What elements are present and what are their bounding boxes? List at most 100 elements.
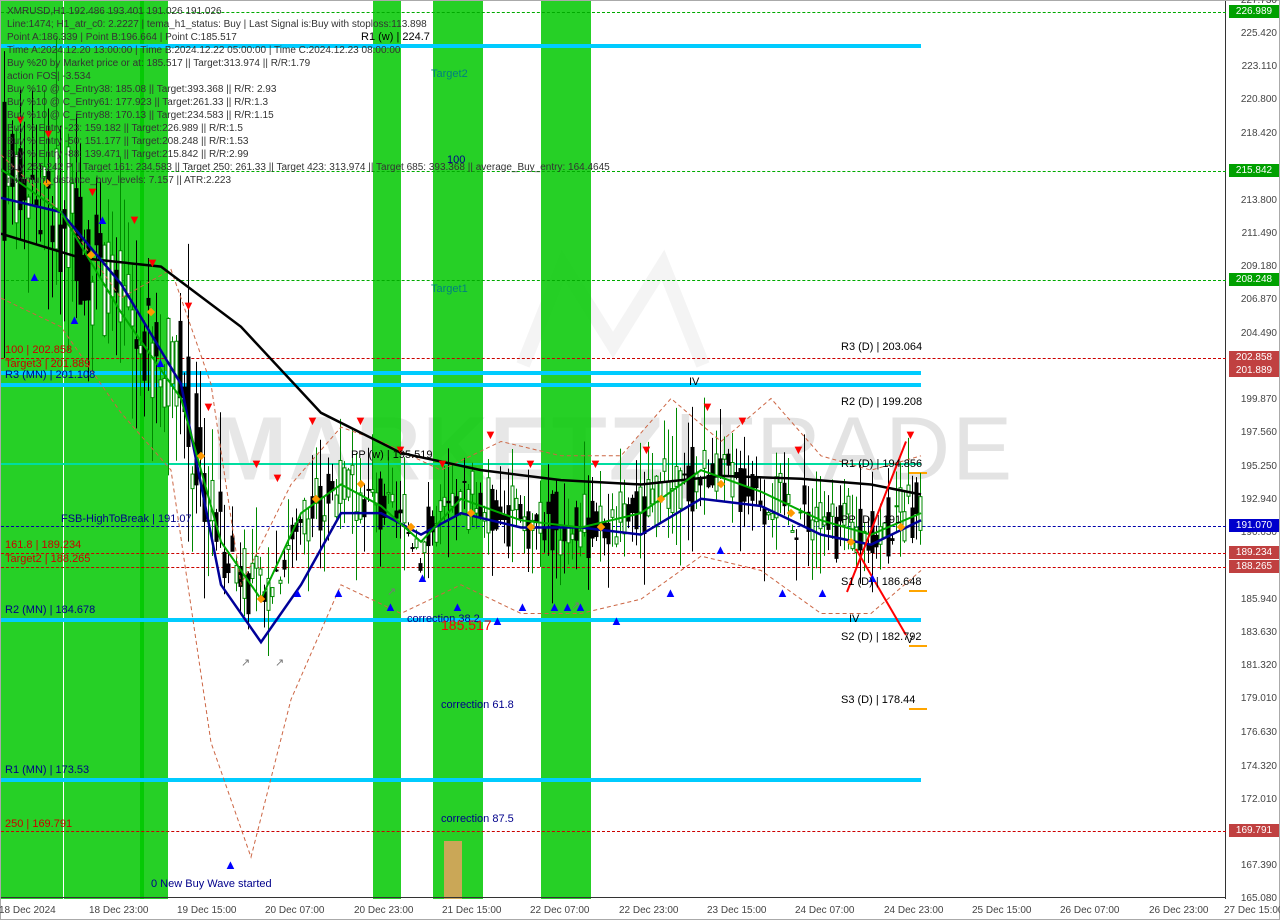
arrow-up-icon: ▲ — [664, 585, 677, 600]
chart-label: IV — [689, 376, 699, 388]
arrow-down-icon: ▼ — [306, 413, 319, 428]
watermark-vertical-bar: | — [674, 400, 699, 500]
y-tick: 211.490 — [1227, 228, 1277, 239]
info-row: Buy % Entry -88: 139.471 || Target:215.8… — [7, 148, 610, 161]
hline-red-dash — [1, 358, 1226, 359]
hline-darkblue — [1, 526, 1226, 527]
diamond-marker — [597, 523, 605, 531]
y-badge: 208.248 — [1229, 273, 1279, 286]
chart-label: Target2 | 188.265 — [5, 553, 90, 565]
chart-label: PP (w) | 195.519 — [351, 449, 433, 461]
y-axis: 227.730225.420223.110220.800218.420215.8… — [1224, 1, 1279, 899]
arrow-down-icon: ▼ — [484, 427, 497, 442]
x-axis: 18 Dec 2024 18 Dec 23:00 19 Dec 15:00 20 De… — [1, 897, 1226, 919]
y-tick: 165.080 — [1227, 893, 1277, 904]
diamond-marker — [407, 523, 415, 531]
chart-label: 161.8 | 189.234 — [5, 539, 81, 551]
y-badge: 226.989 — [1229, 5, 1279, 18]
x-tick: 22 Dec 07:00 — [530, 905, 590, 916]
chart-label: S3 (D) | 178.44 — [841, 694, 915, 706]
y-tick: 209.180 — [1227, 261, 1277, 272]
y-tick: 185.940 — [1227, 594, 1277, 605]
x-tick: 18 Dec 23:00 — [89, 905, 149, 916]
arrow-up-icon: ▲ — [28, 269, 41, 284]
y-tick: 223.110 — [1227, 61, 1277, 72]
y-tick: 167.390 — [1227, 860, 1277, 871]
y-tick: 174.320 — [1227, 761, 1277, 772]
arrow-down-icon: ▼ — [589, 456, 602, 471]
arrow-up-icon: ▲ — [68, 312, 81, 327]
hline-turq — [1, 463, 921, 465]
y-badge: 191.070 — [1229, 519, 1279, 532]
chart-label: R1 (MN) | 173.53 — [5, 764, 89, 776]
arrow-up-icon: ▲ — [610, 613, 623, 628]
y-tick: 176.630 — [1227, 727, 1277, 738]
watermark-text: MARKETZ|TRADE — [212, 399, 1014, 502]
mini-arrow-icon: ↗ — [387, 585, 396, 598]
mini-arrow-icon: ↗ — [275, 656, 284, 669]
arrow-up-icon: ▲ — [384, 599, 397, 614]
mini-arrow-icon: ↗ — [241, 656, 250, 669]
hline-red-dash — [1, 567, 1226, 568]
x-tick: 20 Dec 23:00 — [354, 905, 414, 916]
arrow-down-icon: ▼ — [904, 427, 917, 442]
chart-label: PP (D) | 191 — [841, 514, 901, 526]
chart-label: correction 61.8 — [441, 699, 514, 711]
diamond-marker — [787, 509, 795, 517]
chart-label: FSB-HighToBreak | 191.07 — [61, 513, 192, 525]
arrow-down-icon: ▼ — [640, 442, 653, 457]
chart-label: S1 (D) | 186.648 — [841, 576, 922, 588]
arrow-down-icon: ▼ — [182, 298, 195, 313]
diamond-marker — [357, 480, 365, 488]
arrow-up-icon: ▲ — [291, 585, 304, 600]
hline-red-dash — [1, 553, 1226, 554]
vertical-zone — [444, 841, 462, 899]
plot-area[interactable]: MARKETZ|TRADE ▲▲▲▲▲▲▲▲▲▲▲▲▲▲▲▲▲▲▲▲▲▼▼▼▼▼… — [1, 1, 1226, 899]
y-tick: 220.800 — [1227, 94, 1277, 105]
diamond-marker — [847, 538, 855, 546]
arrow-down-icon: ▼ — [736, 413, 749, 428]
diamond-marker — [717, 480, 725, 488]
x-tick: 19 Dec 15:00 — [177, 905, 237, 916]
hline-cyan — [1, 383, 921, 387]
x-tick: 27 Dec 15:00 — [1224, 905, 1280, 916]
hline-orange-seg — [909, 708, 927, 710]
y-badge: 188.265 — [1229, 560, 1279, 573]
chart-label: 100 | 202.858 — [5, 344, 72, 356]
arrow-down-icon: ▼ — [128, 212, 141, 227]
hline-green-dash — [1, 280, 1226, 281]
y-badge: 201.889 — [1229, 364, 1279, 377]
arrow-down-icon: ▼ — [271, 470, 284, 485]
y-tick: 206.870 — [1227, 294, 1277, 305]
mini-arrow-icon: ↗ — [571, 599, 580, 612]
arrow-up-icon: ▲ — [776, 585, 789, 600]
info-row: action FOS| -3.534 — [7, 70, 610, 83]
chart-label: Target3 | 201.889 — [5, 358, 90, 370]
arrow-down-icon: ▼ — [202, 399, 215, 414]
x-tick: 24 Dec 23:00 — [884, 905, 944, 916]
arrow-up-icon: ▲ — [154, 355, 167, 370]
arrow-down-icon: ▼ — [792, 442, 805, 457]
chart-label: 250 | 169.791 — [5, 818, 72, 830]
x-tick: 21 Dec 15:00 — [442, 905, 502, 916]
chart-label: IV — [849, 613, 859, 625]
diamond-marker — [197, 452, 205, 460]
x-tick: 22 Dec 23:00 — [619, 905, 679, 916]
y-tick: 197.560 — [1227, 427, 1277, 438]
y-tick: 218.420 — [1227, 128, 1277, 139]
hline-cyan — [1, 778, 921, 782]
chart-label: R2 (MN) | 184.678 — [5, 604, 95, 616]
info-row: Buy 255.242 P || Target 161: 234.583 || … — [7, 161, 610, 174]
y-tick: 213.800 — [1227, 195, 1277, 206]
chart-label: R2 (D) | 199.208 — [841, 396, 922, 408]
diamond-marker — [312, 495, 320, 503]
chart-container: MARKETZ|TRADE ▲▲▲▲▲▲▲▲▲▲▲▲▲▲▲▲▲▲▲▲▲▼▼▼▼▼… — [0, 0, 1280, 920]
hline-orange-seg — [909, 472, 927, 474]
diamond-marker — [527, 523, 535, 531]
y-badge: 189.234 — [1229, 546, 1279, 559]
y-tick: 192.940 — [1227, 494, 1277, 505]
x-tick: 18 Dec 2024 — [0, 905, 56, 916]
arrow-up-icon: ▲ — [516, 599, 529, 614]
chart-label: R1 (D) | 194.856 — [841, 458, 922, 470]
arrow-up-icon: ▲ — [548, 599, 561, 614]
